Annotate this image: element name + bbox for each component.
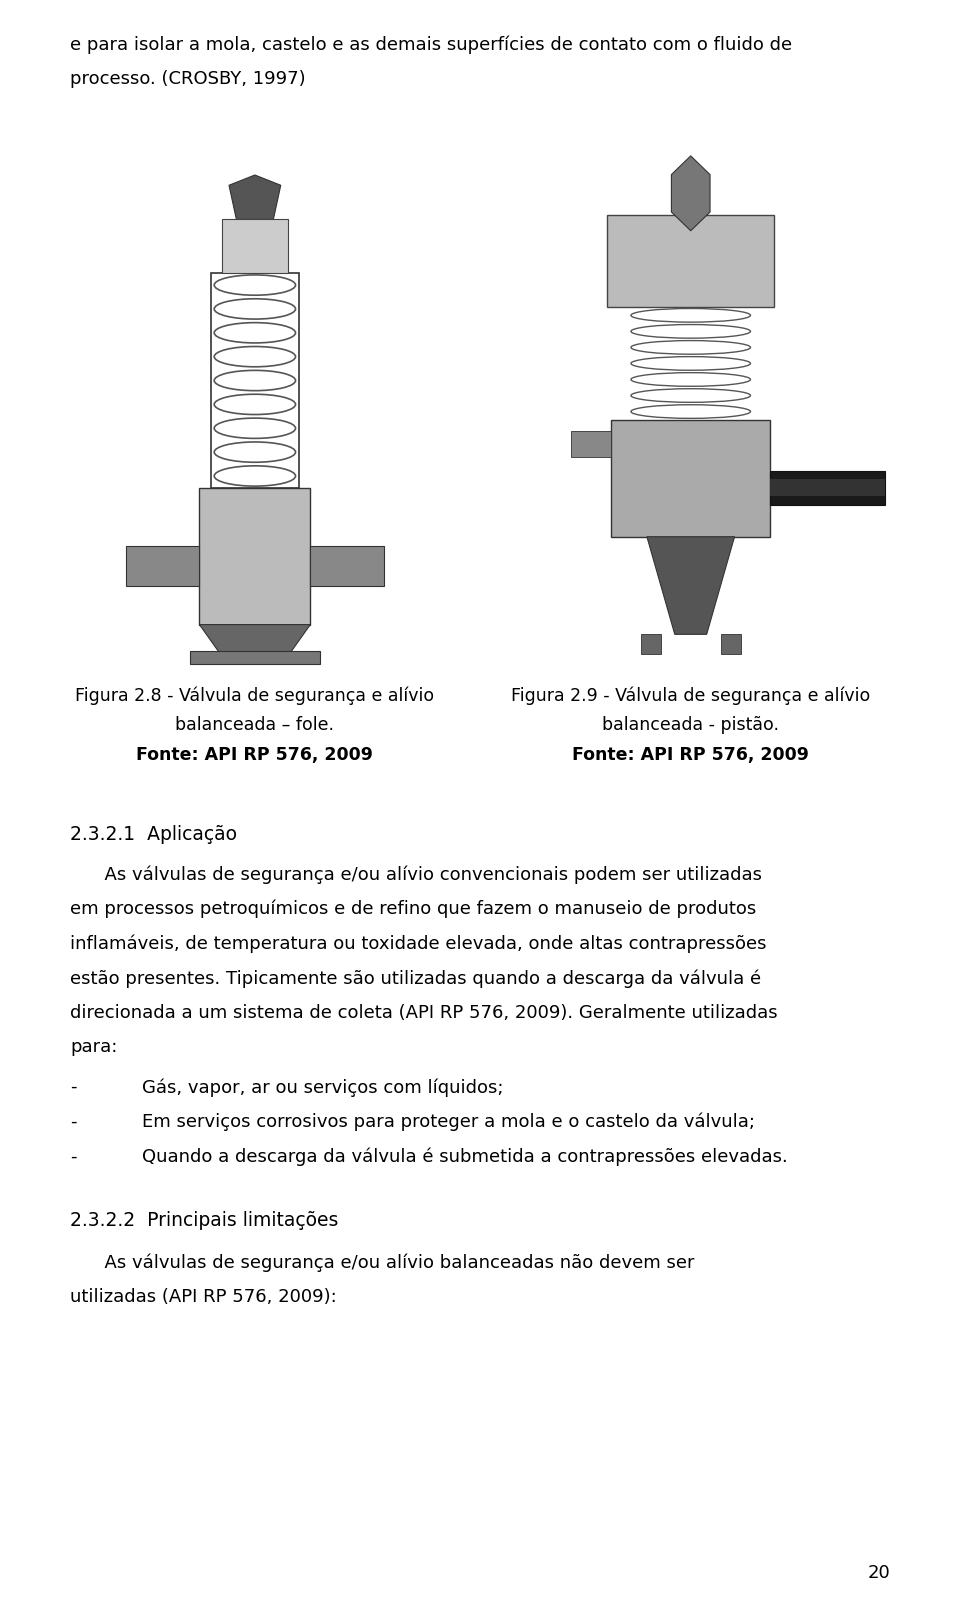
Text: Figura 2.9 - Válvula de segurança e alívio: Figura 2.9 - Válvula de segurança e alív… [511, 686, 871, 704]
Text: As válvulas de segurança e/ou alívio balanceadas não devem ser: As válvulas de segurança e/ou alívio bal… [70, 1253, 695, 1271]
Text: -: - [70, 1113, 77, 1131]
Polygon shape [200, 625, 310, 664]
Text: processo. (CROSBY, 1997): processo. (CROSBY, 1997) [70, 71, 305, 89]
Text: Em serviços corrosivos para proteger a mola e o castelo da válvula;: Em serviços corrosivos para proteger a m… [142, 1113, 756, 1131]
Bar [310, 546, 384, 585]
Text: inflamáveis, de temperatura ou toxidade elevada, onde altas contrapressões: inflamáveis, de temperatura ou toxidade … [70, 934, 767, 952]
Bar [70, 185, 440, 673]
Text: -: - [70, 1078, 77, 1095]
Text: -: - [70, 1147, 77, 1165]
Text: Fonte: API RP 576, 2009: Fonte: API RP 576, 2009 [572, 746, 809, 764]
Bar [492, 185, 890, 673]
Text: balanceada – fole.: balanceada – fole. [176, 715, 334, 735]
Bar [612, 419, 771, 536]
Bar [770, 480, 885, 496]
Text: direcionada a um sistema de coleta (API RP 576, 2009). Geralmente utilizadas: direcionada a um sistema de coleta (API … [70, 1004, 778, 1021]
Text: utilizadas (API RP 576, 2009):: utilizadas (API RP 576, 2009): [70, 1289, 337, 1307]
Bar [607, 214, 775, 308]
Bar [641, 635, 660, 654]
Text: para:: para: [70, 1039, 117, 1057]
Text: 20: 20 [867, 1564, 890, 1582]
Bar [571, 430, 612, 458]
Text: 2.3.2.2  Principais limitações: 2.3.2.2 Principais limitações [70, 1211, 339, 1231]
Text: Fonte: API RP 576, 2009: Fonte: API RP 576, 2009 [136, 746, 373, 764]
Bar [770, 470, 885, 504]
Text: Gás, vapor, ar ou serviços com líquidos;: Gás, vapor, ar ou serviços com líquidos; [142, 1078, 504, 1097]
Text: balanceada - pistão.: balanceada - pistão. [602, 715, 780, 735]
Bar [126, 546, 200, 585]
Bar [222, 219, 288, 274]
Bar [210, 274, 300, 488]
Bar [721, 635, 740, 654]
Bar [200, 488, 310, 625]
Polygon shape [229, 176, 280, 219]
Text: As válvulas de segurança e/ou alívio convencionais podem ser utilizadas: As válvulas de segurança e/ou alívio con… [70, 865, 762, 883]
Text: Figura 2.8 - Válvula de segurança e alívio: Figura 2.8 - Válvula de segurança e alív… [75, 686, 435, 704]
Text: em processos petroquímicos e de refino que fazem o manuseio de produtos: em processos petroquímicos e de refino q… [70, 899, 756, 918]
Text: estão presentes. Tipicamente são utilizadas quando a descarga da válvula é: estão presentes. Tipicamente são utiliza… [70, 970, 761, 988]
Bar [675, 185, 707, 214]
Bar [190, 651, 320, 664]
Text: 2.3.2.1  Aplicação: 2.3.2.1 Aplicação [70, 825, 237, 844]
Polygon shape [647, 536, 734, 635]
Text: e para isolar a mola, castelo e as demais superfícies de contato com o fluido de: e para isolar a mola, castelo e as demai… [70, 35, 792, 53]
Text: Quando a descarga da válvula é submetida a contrapressões elevadas.: Quando a descarga da válvula é submetida… [142, 1147, 788, 1166]
